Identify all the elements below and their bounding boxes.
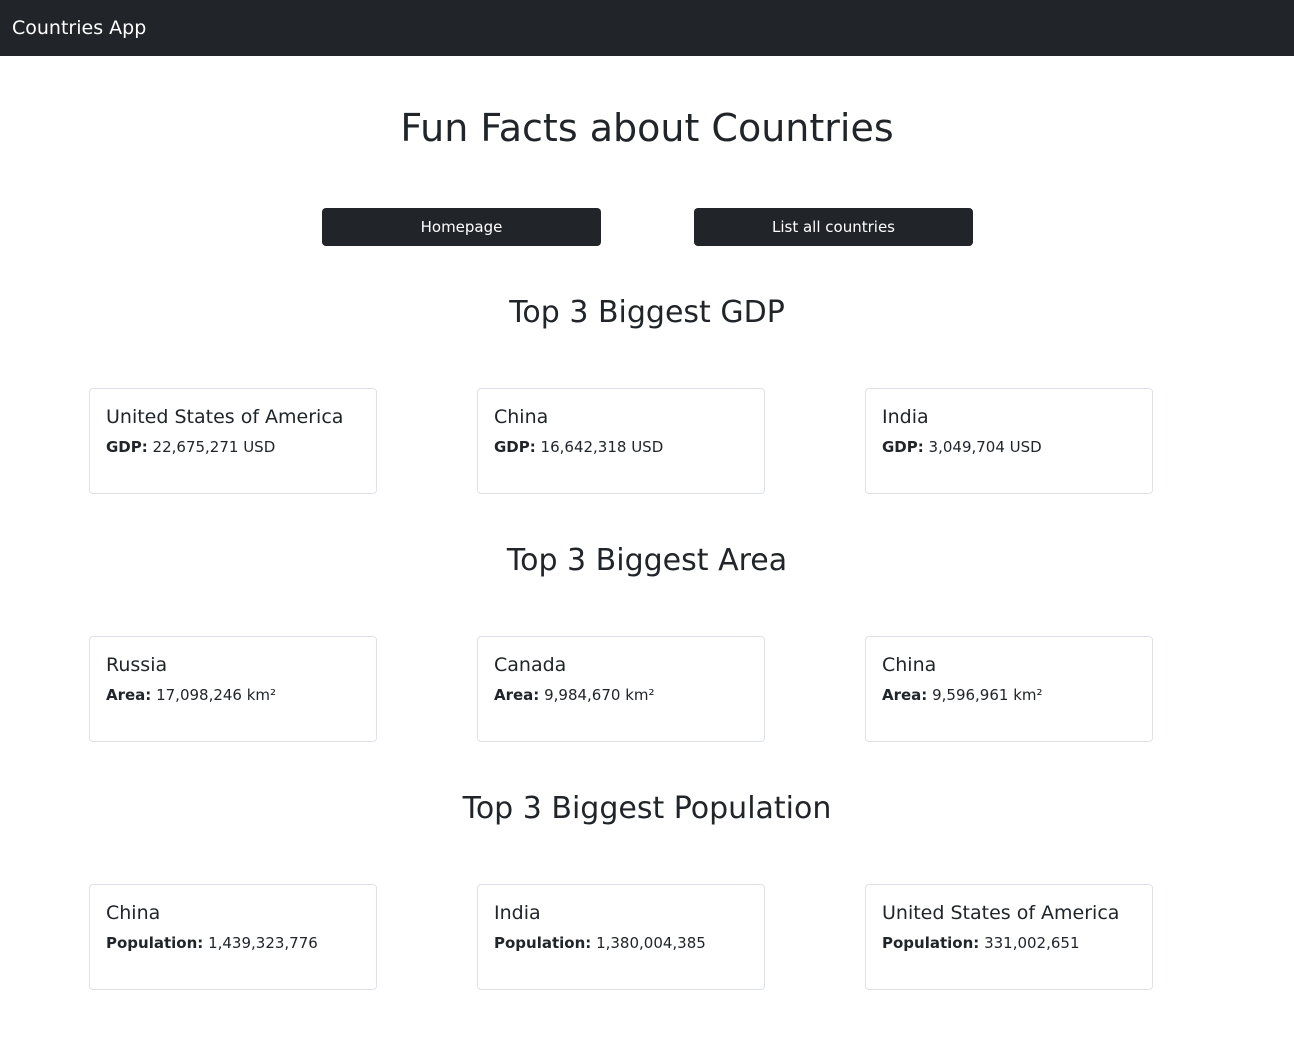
page-title: Fun Facts about Countries	[400, 106, 894, 150]
population-label: Population:	[882, 934, 980, 952]
gdp-label: GDP:	[106, 438, 148, 456]
population-card: United States of America Population: 331…	[865, 884, 1153, 990]
population-value: 331,002,651	[984, 934, 1080, 952]
population-value: 1,380,004,385	[596, 934, 706, 952]
gdp-value: 3,049,704 USD	[928, 438, 1042, 456]
gdp-line: GDP: 3,049,704 USD	[882, 437, 1136, 457]
area-label: Area:	[882, 686, 928, 704]
gdp-label: GDP:	[882, 438, 924, 456]
gdp-value: 16,642,318 USD	[540, 438, 664, 456]
homepage-button[interactable]: Homepage	[322, 208, 601, 246]
area-card: Canada Area: 9,984,670 km²	[477, 636, 765, 742]
area-value: 9,596,961 km²	[932, 686, 1043, 704]
population-line: Population: 1,439,323,776	[106, 933, 360, 953]
list-all-countries-button[interactable]: List all countries	[694, 208, 973, 246]
area-label: Area:	[106, 686, 152, 704]
population-label: Population:	[106, 934, 204, 952]
population-card: China Population: 1,439,323,776	[89, 884, 377, 990]
area-line: Area: 9,596,961 km²	[882, 685, 1136, 705]
country-name: China	[494, 406, 549, 428]
population-line: Population: 331,002,651	[882, 933, 1136, 953]
area-value: 17,098,246 km²	[156, 686, 277, 704]
area-label: Area:	[494, 686, 540, 704]
country-name: China	[882, 654, 937, 676]
area-line: Area: 9,984,670 km²	[494, 685, 748, 705]
area-card: China Area: 9,596,961 km²	[865, 636, 1153, 742]
navbar: Countries App	[0, 0, 1294, 56]
gdp-card: China GDP: 16,642,318 USD	[477, 388, 765, 494]
country-name: Canada	[494, 654, 567, 676]
population-label: Population:	[494, 934, 592, 952]
country-name: India	[882, 406, 929, 428]
gdp-value: 22,675,271 USD	[152, 438, 276, 456]
navbar-brand[interactable]: Countries App	[12, 17, 147, 39]
country-name: Russia	[106, 654, 168, 676]
section-title-area: Top 3 Biggest Area	[506, 543, 788, 578]
gdp-label: GDP:	[494, 438, 536, 456]
gdp-line: GDP: 16,642,318 USD	[494, 437, 748, 457]
population-card: India Population: 1,380,004,385	[477, 884, 765, 990]
gdp-card: India GDP: 3,049,704 USD	[865, 388, 1153, 494]
population-line: Population: 1,380,004,385	[494, 933, 748, 953]
area-line: Area: 17,098,246 km²	[106, 685, 360, 705]
country-name: United States of America	[882, 902, 1120, 924]
section-title-gdp: Top 3 Biggest GDP	[509, 295, 785, 330]
population-value: 1,439,323,776	[208, 934, 318, 952]
gdp-line: GDP: 22,675,271 USD	[106, 437, 360, 457]
area-value: 9,984,670 km²	[544, 686, 655, 704]
country-name: United States of America	[106, 406, 344, 428]
country-name: India	[494, 902, 541, 924]
section-title-population: Top 3 Biggest Population	[462, 791, 832, 826]
area-card: Russia Area: 17,098,246 km²	[89, 636, 377, 742]
gdp-card: United States of America GDP: 22,675,271…	[89, 388, 377, 494]
country-name: China	[106, 902, 161, 924]
